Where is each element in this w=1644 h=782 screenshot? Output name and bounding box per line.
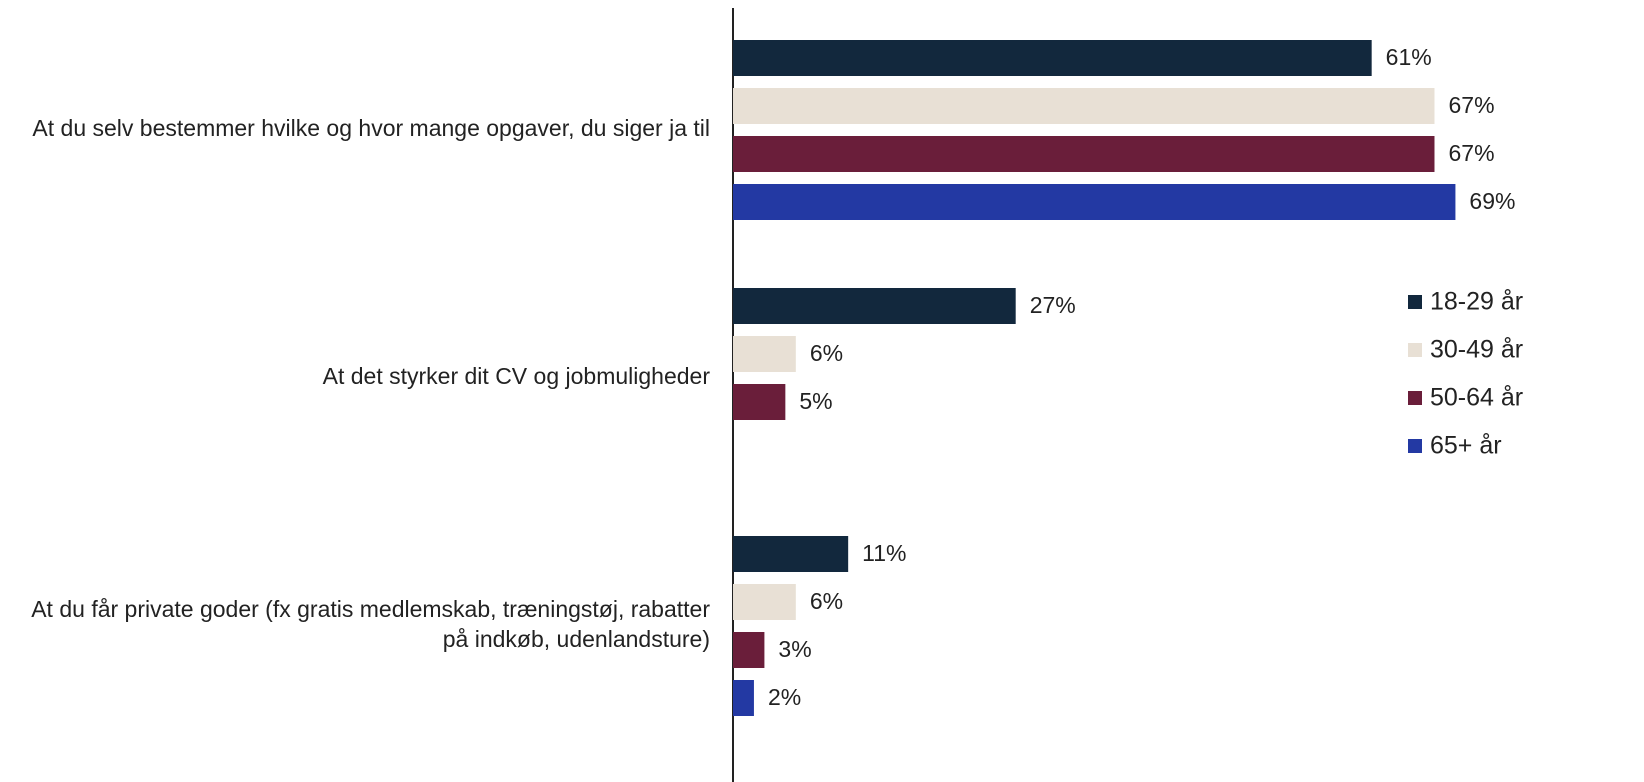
value-label: 6% [810,588,843,614]
value-label: 61% [1386,44,1432,70]
bar [733,184,1456,220]
bar [733,584,796,620]
legend-label: 50-64 år [1430,384,1523,412]
value-label: 11% [862,540,906,566]
legend-label: 18-29 år [1430,288,1523,316]
bar [733,384,786,420]
legend-label: 30-49 år [1430,336,1523,364]
bar [733,288,1016,324]
value-label: 67% [1448,140,1494,166]
value-label: 2% [768,684,801,710]
legend-label: 65+ år [1430,432,1502,460]
value-label: 67% [1448,92,1494,118]
value-label: 3% [778,636,811,662]
bar [733,536,849,572]
value-label: 5% [799,388,832,414]
category-label: At du selv bestemmer hvilke og hvor mang… [32,115,710,141]
category-label: At det styrker dit CV og jobmuligheder [322,363,710,389]
bar [733,680,754,716]
bar [733,136,1435,172]
bar [733,40,1372,76]
legend-swatch [1408,343,1422,357]
value-label: 6% [810,340,843,366]
value-label: 27% [1030,292,1076,318]
category-label: At du får private goder (fx gratis medle… [31,596,710,652]
legend-swatch [1408,439,1422,453]
bar [733,336,796,372]
bar [733,632,765,668]
bar [733,88,1435,124]
value-label: 69% [1469,188,1515,214]
legend-swatch [1408,391,1422,405]
legend-swatch [1408,295,1422,309]
